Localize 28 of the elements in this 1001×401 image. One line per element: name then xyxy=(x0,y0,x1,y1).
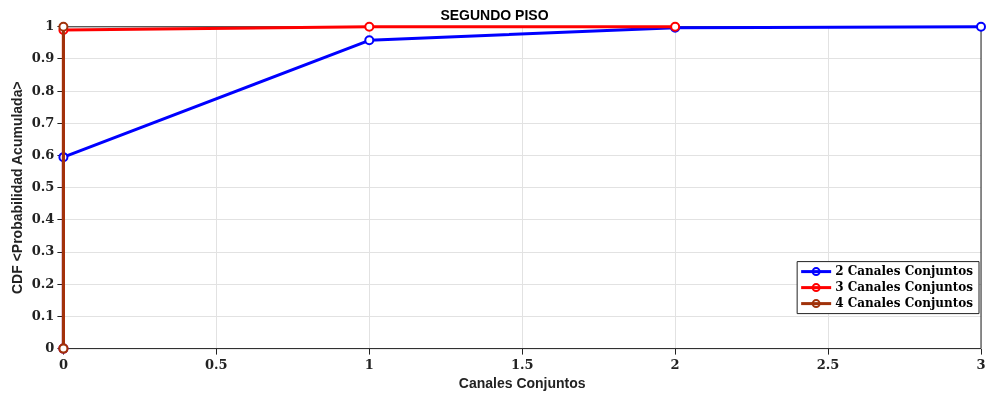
legend-label: 2 Canales Conjuntos xyxy=(835,263,974,278)
y-tick-label: 0.7 xyxy=(31,114,55,130)
x-tick-label: 1.5 xyxy=(510,356,534,372)
legend-label: 4 Canales Conjuntos xyxy=(835,295,974,310)
x-tick-label: 3 xyxy=(976,356,986,372)
point xyxy=(364,35,375,46)
x-tick-label: 0 xyxy=(58,356,68,372)
y-tick-label: 0.8 xyxy=(31,82,55,98)
x-tick-label: 2 xyxy=(670,356,680,372)
legend-label: 3 Canales Conjuntos xyxy=(835,279,974,294)
chart-title: SEGUNDO PISO xyxy=(440,7,549,24)
point xyxy=(976,21,986,32)
y-tick-label: 0.3 xyxy=(31,243,55,259)
x-tick-label: 2.5 xyxy=(816,356,840,372)
y-axis-title: CDF <Probabilidad Acumulada> xyxy=(9,81,26,295)
y-tick-label: 0 xyxy=(45,339,55,355)
x-tick-label: 0.5 xyxy=(205,356,228,372)
y-tick-label: 0.2 xyxy=(31,275,55,291)
x-axis-title: Canales Conjuntos xyxy=(458,375,586,392)
point xyxy=(58,21,69,32)
y-tick-label: 0.9 xyxy=(31,50,55,66)
y-tick-label: 0.6 xyxy=(31,146,55,162)
y-tick-label: 0.1 xyxy=(31,307,55,323)
point xyxy=(364,21,375,32)
y-tick-label: 1 xyxy=(45,18,55,34)
y-tick-label: 0.4 xyxy=(31,211,55,227)
x-tick-label: 1 xyxy=(364,356,374,372)
y-tick-label: 0.5 xyxy=(31,179,55,195)
